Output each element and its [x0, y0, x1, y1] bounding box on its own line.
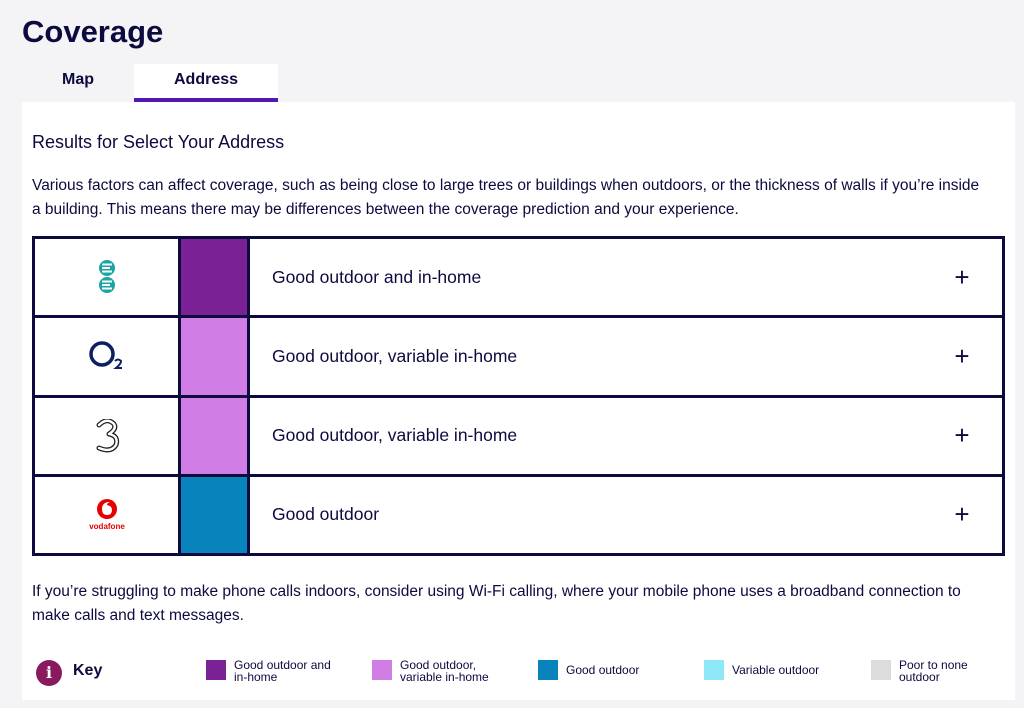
logo-cell [35, 318, 181, 395]
coverage-swatch-three [181, 397, 250, 474]
key-swatch [704, 660, 724, 680]
vodafone-logo-text: vodafone [89, 522, 125, 531]
key-text: Good outdoor and in-home [234, 659, 344, 683]
key-text-line: Good outdoor and [234, 658, 331, 672]
key-text: Poor to none outdoor [899, 659, 1009, 683]
key-text-line: Good outdoor, [400, 658, 477, 672]
coverage-swatch-ee [181, 239, 250, 316]
info-icon: i [36, 660, 62, 686]
key-swatch [206, 660, 226, 680]
network-row-vodafone[interactable]: vodafone Good outdoor + [35, 476, 1002, 553]
coverage-label-vodafone: Good outdoor [272, 504, 380, 525]
key-label: Key [73, 662, 103, 679]
key-text: Good outdoor [566, 663, 640, 677]
coverage-label-ee: Good outdoor and in-home [272, 266, 482, 287]
key-text: Variable outdoor [732, 663, 820, 677]
three-logo-icon [96, 418, 119, 453]
logo-cell: vodafone [35, 476, 181, 553]
tab-bar: Map Address [22, 64, 278, 102]
network-row-ee[interactable]: Good outdoor and in-home + [35, 239, 1002, 319]
coverage-label-o2: Good outdoor, variable in-home [272, 345, 518, 366]
logo-cell [35, 397, 181, 474]
results-title: Results for Select Your Address [32, 132, 285, 152]
vodafone-logo-icon: vodafone [89, 498, 125, 531]
tab-map[interactable]: Map [62, 71, 94, 88]
coverage-swatch-vodafone [181, 476, 250, 553]
ee-logo-icon [98, 260, 115, 294]
tab-address[interactable]: Address [134, 64, 278, 102]
key-text-line: in-home [234, 670, 278, 684]
coverage-key: i Key Good outdoor and in-home Good outd… [22, 650, 1015, 690]
key-text-line: outdoor [899, 670, 940, 684]
expand-plus-icon[interactable]: + [954, 261, 970, 292]
coverage-label-three: Good outdoor, variable in-home [272, 425, 518, 446]
key-text: Good outdoor, variable in-home [400, 659, 510, 683]
key-swatch [538, 660, 558, 680]
network-row-o2[interactable]: Good outdoor, variable in-home + [35, 318, 1002, 398]
coverage-swatch-o2 [181, 318, 250, 395]
network-row-three[interactable]: Good outdoor, variable in-home + [35, 397, 1002, 477]
key-swatch [372, 660, 392, 680]
key-text-line: variable in-home [400, 670, 489, 684]
expand-plus-icon[interactable]: + [954, 340, 970, 371]
o2-logo-icon [88, 341, 122, 370]
coverage-intro-text: Various factors can affect coverage, suc… [32, 177, 980, 218]
expand-plus-icon[interactable]: + [954, 420, 970, 451]
wifi-calling-note: If you’re struggling to make phone calls… [32, 583, 961, 624]
logo-cell [35, 239, 181, 316]
network-coverage-table: Good outdoor and in-home + Good outdoor,… [32, 236, 1005, 556]
page-title: Coverage [22, 14, 164, 49]
key-text-line: Poor to none [899, 658, 968, 672]
address-results-panel: Results for Select Your Address Various … [22, 102, 1015, 700]
key-swatch [871, 660, 891, 680]
expand-plus-icon[interactable]: + [954, 499, 970, 530]
